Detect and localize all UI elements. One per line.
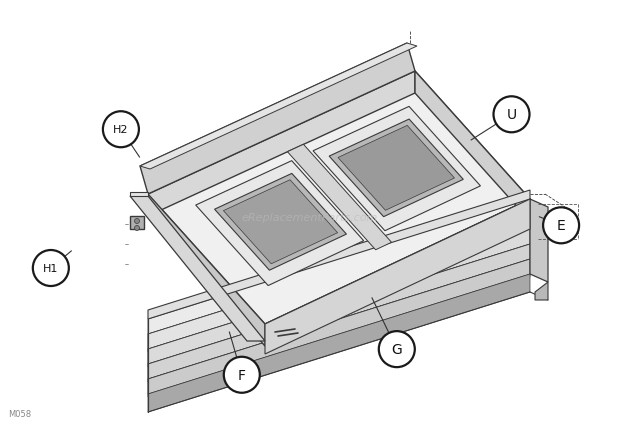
Polygon shape	[415, 72, 530, 222]
Polygon shape	[148, 195, 265, 346]
Polygon shape	[148, 230, 530, 364]
Polygon shape	[148, 230, 530, 367]
Text: F: F	[238, 368, 246, 382]
Circle shape	[33, 250, 69, 286]
Text: U: U	[507, 108, 516, 122]
Polygon shape	[535, 282, 548, 300]
Polygon shape	[140, 44, 417, 170]
Text: eReplacementParts.com: eReplacementParts.com	[242, 212, 378, 222]
Circle shape	[135, 219, 140, 224]
Polygon shape	[148, 245, 530, 382]
Circle shape	[224, 357, 260, 393]
Polygon shape	[130, 193, 148, 196]
Polygon shape	[148, 72, 415, 216]
Polygon shape	[288, 145, 392, 250]
Polygon shape	[265, 199, 530, 346]
Polygon shape	[215, 174, 347, 271]
Circle shape	[379, 331, 415, 367]
Circle shape	[135, 226, 140, 231]
Polygon shape	[313, 107, 480, 231]
Text: E: E	[557, 219, 565, 233]
Polygon shape	[148, 190, 530, 319]
Text: G: G	[391, 343, 402, 356]
Polygon shape	[196, 161, 364, 286]
Polygon shape	[130, 196, 265, 341]
Polygon shape	[148, 259, 530, 394]
Polygon shape	[148, 215, 530, 349]
Polygon shape	[140, 44, 415, 195]
Polygon shape	[148, 274, 530, 412]
Polygon shape	[148, 245, 530, 379]
Text: M058: M058	[8, 409, 31, 418]
Polygon shape	[338, 126, 454, 211]
Polygon shape	[148, 215, 530, 352]
Polygon shape	[530, 199, 548, 282]
Text: H2: H2	[113, 125, 129, 135]
Polygon shape	[148, 72, 530, 324]
Polygon shape	[329, 120, 463, 217]
Text: H1: H1	[43, 263, 58, 273]
Polygon shape	[223, 180, 338, 264]
Circle shape	[103, 112, 139, 148]
Polygon shape	[130, 216, 144, 230]
Polygon shape	[148, 259, 530, 397]
Circle shape	[494, 97, 529, 133]
Circle shape	[543, 208, 579, 244]
Polygon shape	[148, 199, 530, 334]
Polygon shape	[265, 199, 530, 354]
